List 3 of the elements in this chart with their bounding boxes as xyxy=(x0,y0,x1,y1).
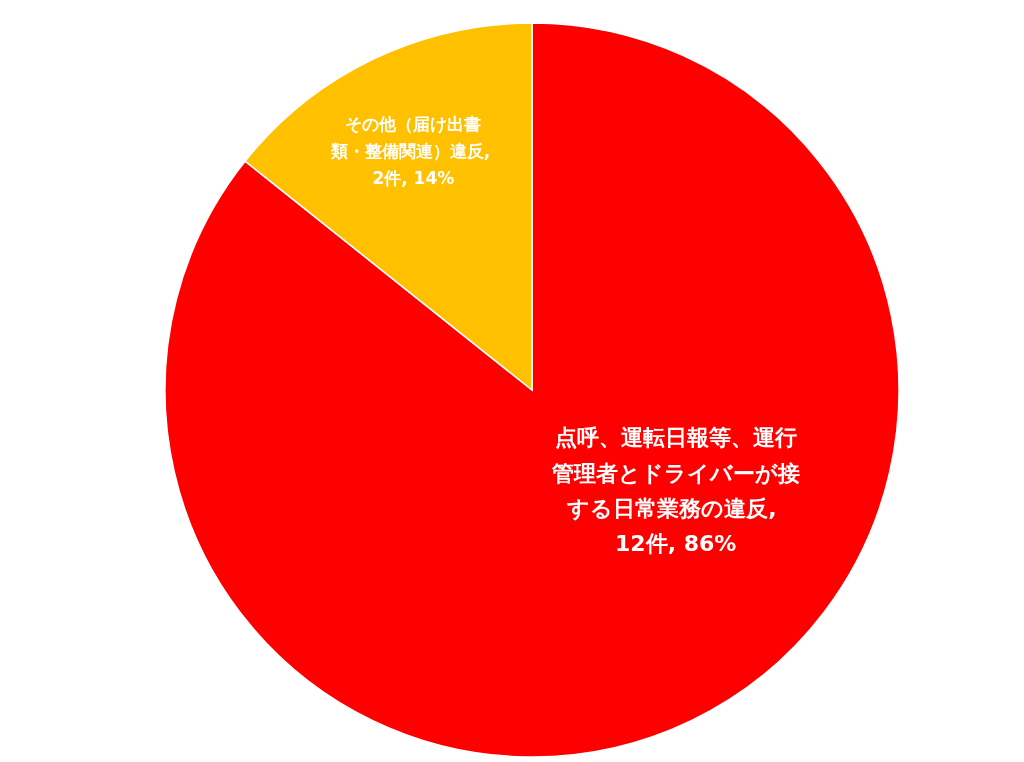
slice-label: その他（届け出書類・整備関連）違反, 2件, 14% xyxy=(329,113,497,189)
pie-slice xyxy=(164,22,900,757)
slice-label: 点呼、運転日報等、運行管理者とドライバーが接する日常業務の違反, 12件, 86% xyxy=(550,425,800,557)
